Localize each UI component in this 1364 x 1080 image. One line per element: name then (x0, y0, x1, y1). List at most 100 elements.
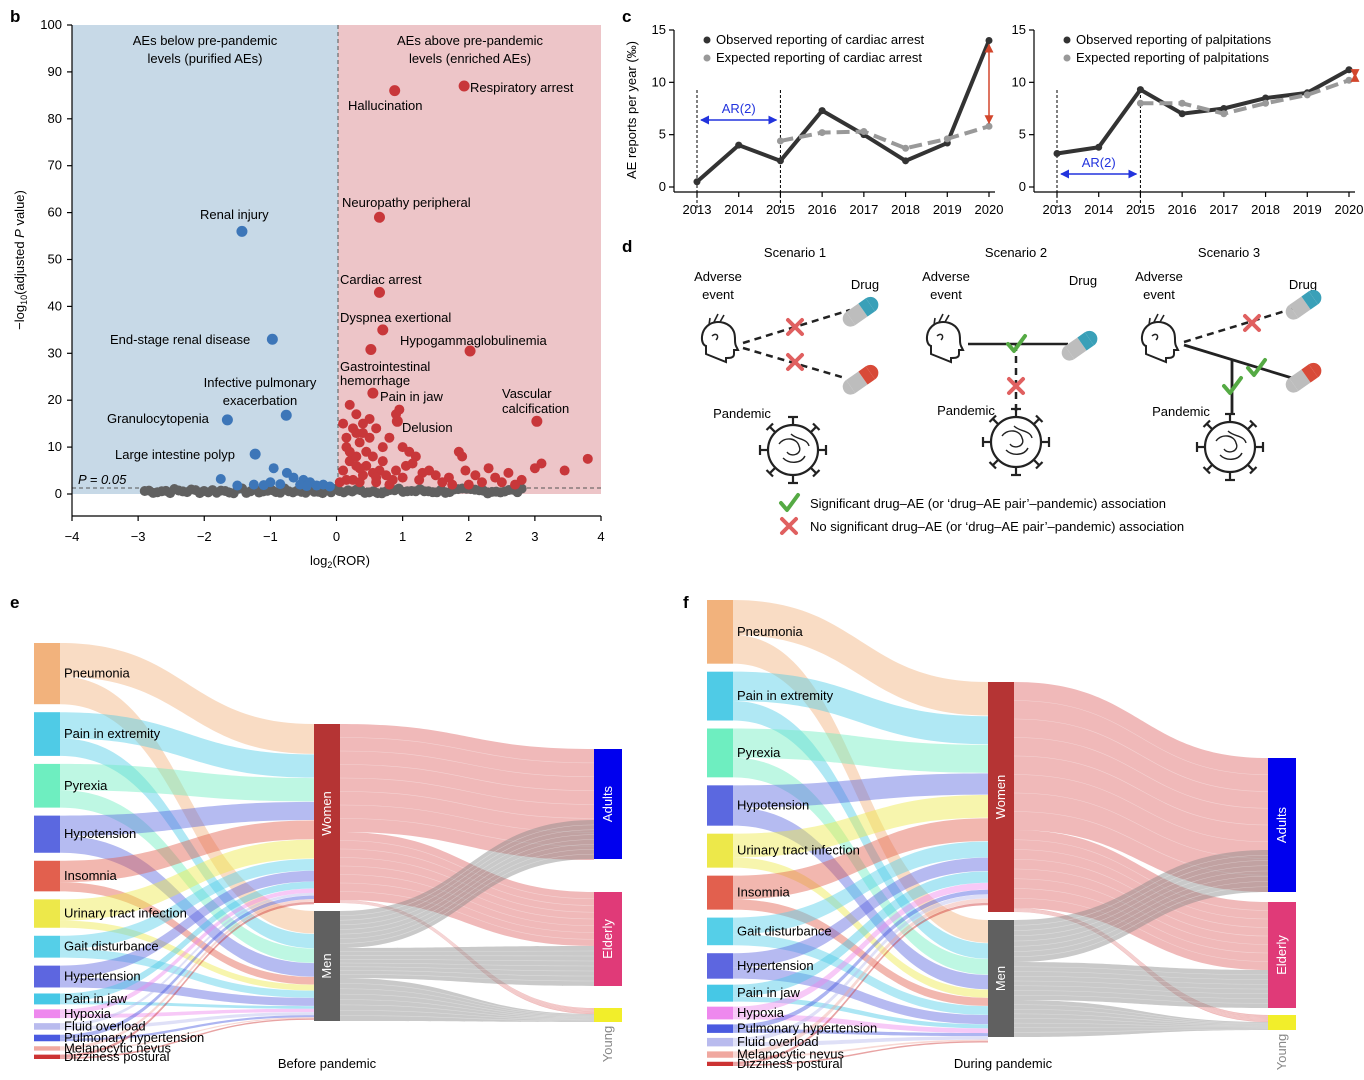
enriched-point (357, 418, 368, 429)
ae-node (34, 815, 60, 853)
enriched-point (447, 479, 458, 490)
sex-node (314, 724, 340, 903)
enriched-point (397, 472, 408, 483)
ae-label: Fluid overload (64, 1018, 146, 1033)
ae-node (707, 1024, 733, 1033)
ae-label: Pyrexia (64, 778, 108, 793)
c-xtick: 2018 (891, 202, 920, 217)
point-label-gi-hemorrhage-2: hemorrhage (340, 373, 410, 388)
scenario-3: Adverse event Drug Pandemic (1135, 269, 1322, 482)
flow-sex-age (1014, 830, 1268, 970)
ae-node (707, 833, 733, 868)
enriched-point (344, 399, 355, 410)
observed-point (1220, 105, 1228, 112)
enriched-point (414, 474, 425, 485)
sex-node (988, 682, 1014, 912)
c-ylabel: AE reports per year (‰) (624, 41, 639, 179)
enriched-point (483, 463, 494, 474)
ae-label: Hypoxia (64, 1006, 112, 1021)
scenario-diagram: Scenario 1 Scenario 2 Scenario 3 Adverse… (694, 245, 1322, 535)
ae-label: Hypoxia (737, 1005, 785, 1020)
point-label-large-intestine: Large intestine polyp (115, 447, 235, 462)
scn1-head-icon (700, 313, 739, 363)
point-label-infective-2: exacerbation (223, 393, 297, 408)
c-xtick: 2017 (1209, 202, 1238, 217)
age-node (594, 749, 622, 859)
ae-label: Melanocytic nevus (64, 1040, 171, 1055)
age-label: Elderly (600, 919, 615, 959)
enriched-point (536, 458, 547, 469)
scn3-virus-icon (1195, 412, 1265, 482)
scenario-2-title: Scenario 2 (985, 245, 1047, 260)
observed-point (735, 141, 743, 149)
sankey-during-pandemic: Pneumonia Pain in extremity Pyrexia Hypoten… (707, 600, 1296, 1071)
flow-ae-men (733, 899, 988, 1006)
point-label-cardiac-arrest: Cardiac arrest (340, 272, 422, 287)
flow-ae-women (60, 892, 314, 1027)
volcano-xtick: −4 (65, 529, 80, 544)
legend-label: Observed reporting of palpitations (1076, 32, 1272, 47)
flow-ae-men (733, 757, 988, 975)
ae-node (707, 728, 733, 778)
legend-marker (1063, 54, 1071, 62)
panel-letter-d: d (622, 237, 632, 256)
enriched-point (391, 465, 402, 476)
enriched-point (364, 432, 375, 443)
volcano-plot: P = 0.05 AEs below pre-pandemic levels (… (12, 17, 605, 570)
legend-marker (703, 54, 711, 62)
ae-node (34, 860, 60, 892)
expected-point (943, 135, 951, 143)
flow-ae-men (60, 738, 314, 949)
sex-label: Women (993, 775, 1008, 820)
flow-ae-men (733, 1013, 988, 1034)
volcano-ytick: 30 (48, 345, 62, 360)
cardiac-line-chart: 0 5 10 15 2013 2014 2015 2016 2017 2018 2019 2020 AR… (652, 22, 1004, 217)
expected-point (860, 128, 868, 136)
sankey-flows (733, 600, 1269, 1066)
age-node (594, 1008, 622, 1022)
volcano-ytick: 90 (48, 64, 62, 79)
purified-point (301, 481, 312, 492)
sex-node (314, 911, 340, 1021)
ae-label: Pain in extremity (737, 688, 834, 703)
ae-node (707, 785, 733, 826)
observed-point (1178, 110, 1186, 118)
expected-point (1136, 99, 1144, 107)
expected-point (1262, 99, 1270, 107)
ae-node (34, 763, 60, 808)
sankey-before-pandemic: Pneumonia Pain in extremity Pyrexia Hypoten… (34, 643, 622, 1064)
ar2-label: AR(2) (1082, 155, 1116, 170)
ae-node (707, 1061, 733, 1066)
region-enriched (338, 25, 601, 494)
observed-point (1095, 143, 1103, 151)
scn1-pill-red-icon (842, 364, 879, 395)
legend-label: Observed reporting of cardiac arrest (716, 32, 924, 47)
region-right-line1: AEs above pre-pandemic (397, 33, 543, 48)
legend-marker (1063, 36, 1071, 44)
region-purified (72, 25, 338, 494)
scn2-drug: Drug (1069, 273, 1097, 288)
purified-point (311, 480, 322, 491)
flow-ae-men (60, 1015, 314, 1042)
sankey-flows (60, 643, 595, 1059)
ae-label: Dizziness postural (64, 1049, 170, 1064)
enriched-point (582, 453, 593, 464)
point-label-delusion: Delusion (402, 420, 453, 435)
volcano-ytick: 80 (48, 111, 62, 126)
flow-ae-men (60, 920, 314, 991)
flow-ae-men (60, 1012, 314, 1030)
age-node (594, 892, 622, 986)
flow-ae-men (60, 948, 314, 998)
labeled-point (458, 80, 470, 92)
flow-sex-age (340, 978, 594, 1022)
ae-node (707, 875, 733, 910)
scn1-ae-line1: Adverse (694, 269, 742, 284)
scn2-ae-line2: event (930, 287, 962, 302)
flow-sex-age (340, 724, 594, 860)
flow-ae-women (60, 763, 314, 802)
flow-ae-men (60, 676, 314, 934)
flow-ae-men (60, 882, 314, 985)
volcano-ytick: 20 (48, 392, 62, 407)
labeled-point (221, 414, 233, 426)
